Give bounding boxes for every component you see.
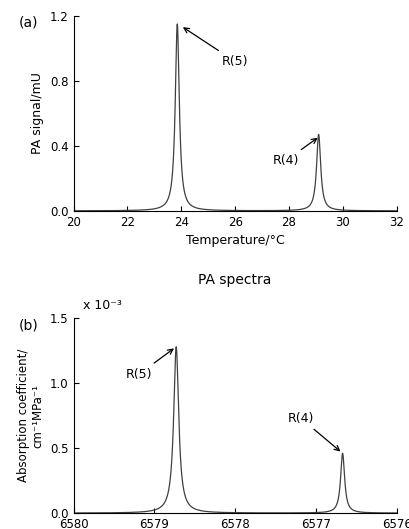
Text: R(4): R(4) — [273, 139, 317, 167]
Y-axis label: PA signal/mU: PA signal/mU — [31, 72, 45, 154]
Text: x 10⁻³: x 10⁻³ — [83, 299, 122, 312]
Text: R(5): R(5) — [126, 349, 173, 380]
Text: (b): (b) — [19, 318, 38, 332]
Text: PA spectra: PA spectra — [198, 273, 272, 287]
X-axis label: Temperature/°C: Temperature/°C — [186, 234, 285, 247]
Text: (a): (a) — [19, 16, 38, 30]
Y-axis label: Absorption coefficient/
cm⁻¹MPa⁻¹: Absorption coefficient/ cm⁻¹MPa⁻¹ — [17, 349, 45, 482]
Text: R(4): R(4) — [288, 412, 339, 451]
Text: R(5): R(5) — [184, 28, 248, 68]
